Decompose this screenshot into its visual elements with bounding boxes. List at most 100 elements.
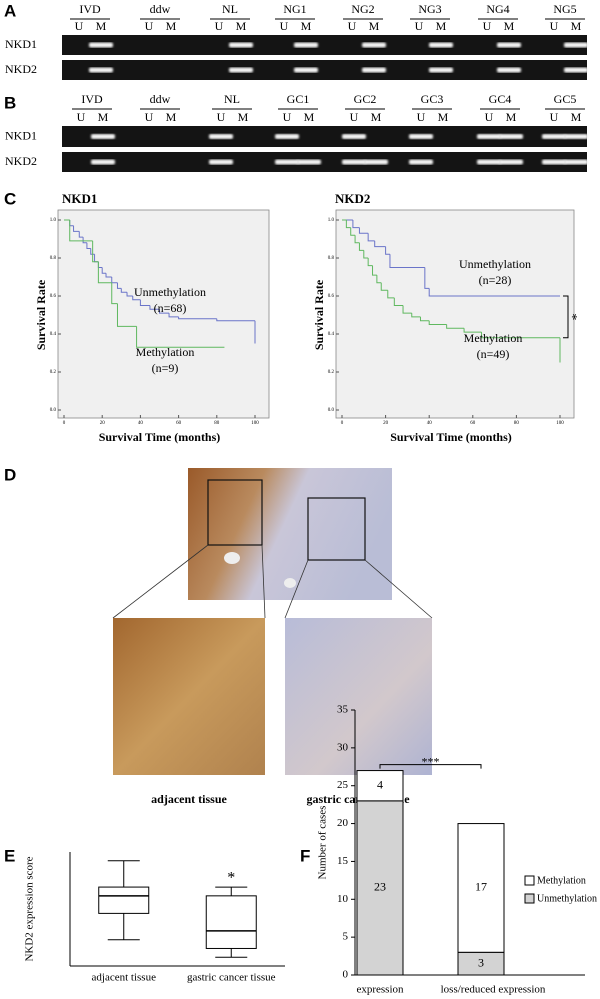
significance-mark: * <box>227 870 235 887</box>
gel-band <box>542 159 566 165</box>
gel-band <box>564 134 588 139</box>
x-tick-label: 60 <box>176 421 182 426</box>
y-tick-label: 0.0 <box>328 408 335 413</box>
panel-label: D <box>4 465 16 484</box>
series-label: Methylation <box>464 331 523 345</box>
lane-sub-label: M <box>506 110 517 124</box>
x-tick-label: loss/reduced expression <box>441 984 546 996</box>
y-tick-label: 0.2 <box>50 370 57 375</box>
lane-label: NL <box>224 92 240 106</box>
lane-sub-label: U <box>550 19 559 33</box>
lane-label: NG5 <box>553 2 576 16</box>
gel-band <box>275 159 299 165</box>
survival-step <box>419 316 430 322</box>
survival-step <box>402 305 412 314</box>
survival-step <box>149 305 160 310</box>
series-label: Methylation <box>136 345 195 359</box>
gel-strip <box>62 152 587 172</box>
survival-step <box>73 225 80 232</box>
gel-band <box>294 67 318 73</box>
lane-sub-label: U <box>550 110 559 124</box>
survival-step <box>132 296 141 301</box>
gel-band <box>294 42 318 48</box>
significance-bracket <box>563 295 569 339</box>
gel-band <box>497 42 521 48</box>
survival-step <box>159 309 170 314</box>
gel-band <box>409 159 433 165</box>
lane-sub-label: U <box>283 110 292 124</box>
gel-band <box>342 134 366 139</box>
gel-band <box>497 67 521 73</box>
survival-step <box>428 288 560 297</box>
lane-label: ddw <box>150 92 171 106</box>
x-tick-label: 20 <box>100 421 106 426</box>
chart-title: NKD1 <box>62 191 97 206</box>
lane-label: GC3 <box>421 92 444 106</box>
survival-step <box>428 320 447 325</box>
lane-sub-label: U <box>77 110 86 124</box>
lane-sub-label: U <box>280 19 289 33</box>
x-tick-label: 0 <box>341 421 344 426</box>
y-tick-label: 10 <box>337 893 349 905</box>
row-label: NKD2 <box>5 154 37 168</box>
bar-value-label: 23 <box>374 880 386 894</box>
series-n-label: (n=68) <box>154 301 187 315</box>
lane-sub-label: M <box>369 19 380 33</box>
survival-step <box>116 303 137 327</box>
y-tick-label: 1.0 <box>328 218 335 223</box>
lane-label: GC4 <box>489 92 512 106</box>
lane-sub-label: M <box>166 19 177 33</box>
gel-band <box>362 67 386 73</box>
x-axis-label: Survival Time (months) <box>390 430 512 444</box>
lane-sub-label: M <box>238 110 249 124</box>
lane-label: GC1 <box>287 92 310 106</box>
survival-step <box>97 261 112 284</box>
survival-step <box>139 299 150 306</box>
lane-sub-label: M <box>301 19 312 33</box>
lane-sub-label: U <box>350 110 359 124</box>
y-axis-label: NKD2 expression score <box>24 856 36 961</box>
x-tick-label: 40 <box>138 421 144 426</box>
bar-value-label: 17 <box>475 880 487 894</box>
lane-sub-label: U <box>483 19 492 33</box>
lane-label: IVD <box>81 92 103 106</box>
lane-label: NG3 <box>418 2 441 16</box>
lane-label: GC5 <box>554 92 577 106</box>
row-label: NKD1 <box>5 128 37 142</box>
y-tick-label: 0 <box>343 969 349 981</box>
survival-step <box>136 326 225 348</box>
x-tick-label: 60 <box>470 421 476 426</box>
histology-adjacent <box>113 618 265 775</box>
series-n-label: (n=9) <box>152 361 179 375</box>
y-axis-label: Number of cases <box>317 806 329 880</box>
x-tick-label: 20 <box>383 421 389 426</box>
y-tick-label: 1.0 <box>50 218 57 223</box>
x-tick-label: 100 <box>251 421 259 426</box>
lane-label: NG2 <box>351 2 374 16</box>
lane-sub-label: U <box>145 19 154 33</box>
gel-band <box>542 134 566 139</box>
lane-sub-label: U <box>415 19 424 33</box>
gel-strip <box>62 35 587 55</box>
box <box>205 895 257 949</box>
lane-sub-label: M <box>571 19 582 33</box>
survival-step <box>446 324 465 329</box>
lane-sub-label: M <box>504 19 515 33</box>
inset-box <box>307 497 366 561</box>
y-tick-label: 30 <box>337 741 349 753</box>
bar-segment <box>356 770 404 802</box>
lane-sub-label: M <box>436 19 447 33</box>
survival-step <box>354 235 360 244</box>
y-axis-label: Survival Rate <box>34 279 48 350</box>
survival-step <box>216 318 255 322</box>
x-tick-label: 40 <box>427 421 433 426</box>
survival-step <box>345 220 351 229</box>
lane-label: NG4 <box>486 2 509 16</box>
survival-step <box>374 240 386 248</box>
lane-sub-label: M <box>571 110 582 124</box>
y-tick-label: 0.4 <box>50 332 57 337</box>
gel-band <box>229 42 253 48</box>
lane-sub-label: U <box>485 110 494 124</box>
y-tick-label: 15 <box>337 855 349 867</box>
y-tick-label: 0.2 <box>328 370 335 375</box>
